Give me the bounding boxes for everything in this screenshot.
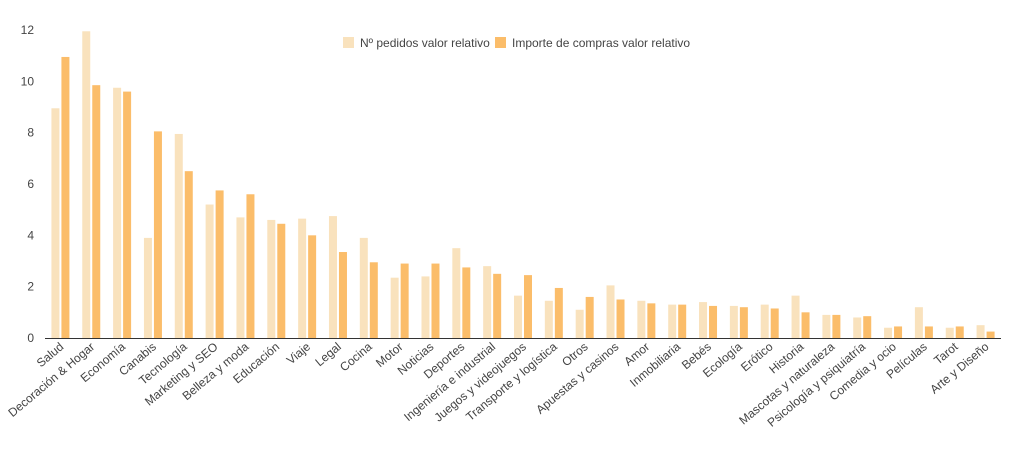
bar-importe[interactable] xyxy=(739,307,748,338)
bar-importe[interactable] xyxy=(92,85,101,339)
bar-importe[interactable] xyxy=(524,275,532,338)
bar-importe[interactable] xyxy=(400,263,409,338)
bar-pedidos[interactable] xyxy=(298,218,307,338)
legend-swatch xyxy=(495,37,506,48)
bar-importe[interactable] xyxy=(678,304,687,338)
bar-importe[interactable] xyxy=(647,303,656,338)
bar-importe[interactable] xyxy=(308,235,317,338)
bar-importe[interactable] xyxy=(215,190,224,338)
bar-pedidos[interactable] xyxy=(483,266,492,338)
legend-label[interactable]: Importe de compras valor relativo xyxy=(512,36,690,50)
bar-pedidos[interactable] xyxy=(421,276,430,338)
bar-pedidos[interactable] xyxy=(575,309,584,338)
bars-group xyxy=(51,31,995,339)
bar-pedidos[interactable] xyxy=(544,300,553,338)
bar-importe[interactable] xyxy=(770,308,779,338)
bar-pedidos[interactable] xyxy=(113,87,122,338)
bar-pedidos[interactable] xyxy=(822,314,831,338)
bar-pedidos[interactable] xyxy=(390,277,399,338)
y-tick-label: 6 xyxy=(27,177,34,191)
bar-pedidos[interactable] xyxy=(236,217,245,338)
y-tick-label: 12 xyxy=(21,23,35,37)
bar-importe[interactable] xyxy=(277,223,286,338)
bar-pedidos[interactable] xyxy=(174,133,183,338)
bar-pedidos[interactable] xyxy=(914,307,923,338)
bar-pedidos[interactable] xyxy=(267,219,276,338)
bar-pedidos[interactable] xyxy=(205,204,214,338)
bar-importe[interactable] xyxy=(554,287,563,338)
bar-pedidos[interactable] xyxy=(82,31,91,339)
bar-importe[interactable] xyxy=(832,314,841,338)
bar-importe[interactable] xyxy=(153,131,162,338)
y-axis-ticks: 0 2 4 6 8 10 12 xyxy=(21,23,35,345)
bar-importe[interactable] xyxy=(924,326,933,338)
bar-pedidos[interactable] xyxy=(514,295,522,338)
bar-pedidos[interactable] xyxy=(328,216,337,338)
bar-pedidos[interactable] xyxy=(760,304,769,338)
bar-importe[interactable] xyxy=(585,296,594,338)
bar-pedidos[interactable] xyxy=(143,237,152,338)
bar-pedidos[interactable] xyxy=(606,285,615,338)
bar-importe[interactable] xyxy=(616,299,625,339)
bar-importe[interactable] xyxy=(123,91,132,338)
bar-pedidos[interactable] xyxy=(699,302,708,338)
bar-importe[interactable] xyxy=(338,252,347,338)
bar-pedidos[interactable] xyxy=(637,300,646,338)
bar-pedidos[interactable] xyxy=(791,295,800,338)
legend-label[interactable]: Nº pedidos valor relativo xyxy=(360,36,490,50)
bar-importe[interactable] xyxy=(709,305,718,338)
y-tick-label: 10 xyxy=(21,74,35,88)
bar-importe[interactable] xyxy=(955,326,964,338)
bar-importe[interactable] xyxy=(431,263,440,338)
bar-importe[interactable] xyxy=(61,56,70,338)
legend-swatch xyxy=(343,37,354,48)
bar-pedidos[interactable] xyxy=(359,237,368,338)
y-tick-label: 4 xyxy=(27,228,34,242)
bar-importe[interactable] xyxy=(246,194,255,338)
bar-importe[interactable] xyxy=(184,171,193,338)
bar-importe[interactable] xyxy=(493,273,502,338)
x-tick-label: Viaje xyxy=(284,339,314,367)
bar-pedidos[interactable] xyxy=(51,108,60,338)
bar-pedidos[interactable] xyxy=(729,305,738,338)
bar-importe[interactable] xyxy=(986,331,995,338)
bar-importe[interactable] xyxy=(369,262,378,338)
bar-pedidos[interactable] xyxy=(976,325,985,338)
y-tick-label: 8 xyxy=(27,126,34,140)
bar-pedidos[interactable] xyxy=(452,248,461,338)
bar-pedidos[interactable] xyxy=(945,327,954,338)
bar-pedidos[interactable] xyxy=(853,317,862,338)
bar-importe[interactable] xyxy=(894,326,903,338)
bar-pedidos[interactable] xyxy=(884,327,893,338)
bar-importe[interactable] xyxy=(462,267,471,338)
bar-pedidos[interactable] xyxy=(668,304,677,338)
x-tick-label: Cocina xyxy=(337,339,375,374)
y-tick-label: 0 xyxy=(27,331,34,345)
legend[interactable]: Nº pedidos valor relativo Importe de comp… xyxy=(343,36,690,50)
bar-importe[interactable] xyxy=(801,312,810,338)
x-tick-label: Arte y Diseño xyxy=(927,339,991,396)
y-tick-label: 2 xyxy=(27,280,34,294)
bar-importe[interactable] xyxy=(863,316,872,338)
